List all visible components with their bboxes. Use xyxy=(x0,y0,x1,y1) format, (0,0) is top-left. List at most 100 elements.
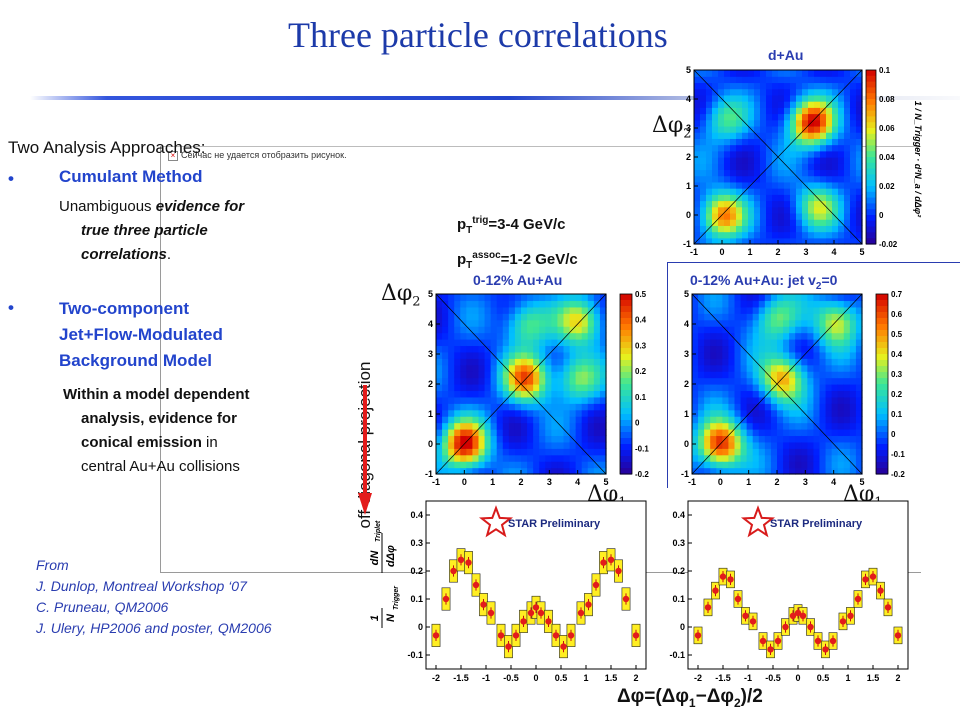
heatmap-cell xyxy=(484,435,492,443)
heatmap-cell xyxy=(844,150,851,158)
heatmap-cell xyxy=(789,339,796,347)
heatmap-cell xyxy=(724,88,731,96)
heatmap-cell xyxy=(557,306,565,314)
heatmap-cell xyxy=(784,82,791,90)
heatmap-cell xyxy=(563,358,571,366)
heatmap-cell xyxy=(813,319,821,327)
data-point xyxy=(877,587,884,594)
heatmap-cell xyxy=(831,429,839,437)
heatmap-cell xyxy=(551,377,559,385)
heatmap-cell xyxy=(484,422,492,430)
heatmap-cell xyxy=(545,377,552,385)
heatmap-cell xyxy=(460,358,467,366)
heatmap-cell xyxy=(814,206,821,214)
heatmap-cell xyxy=(819,377,827,385)
y-tick-label: 4 xyxy=(684,319,689,329)
data-point xyxy=(432,632,440,639)
heatmap-cell xyxy=(801,396,808,404)
heatmap-cell xyxy=(710,306,717,314)
heatmap-cell xyxy=(442,448,449,456)
heatmap-cell xyxy=(856,70,863,77)
heatmap-cell xyxy=(740,390,748,398)
heatmap-cell xyxy=(730,138,737,146)
heatmap-cell xyxy=(557,364,565,372)
heatmap-cell xyxy=(770,364,778,372)
heatmap-cell xyxy=(724,125,731,133)
heatmap-cell xyxy=(736,94,743,102)
heatmap-cell xyxy=(844,88,851,96)
heatmap-cell xyxy=(832,82,839,90)
heatmap-cell xyxy=(740,326,748,334)
heatmap-cell xyxy=(819,390,827,398)
heatmap-cell xyxy=(694,113,701,121)
heatmap-cell xyxy=(706,150,713,158)
heatmap-cell xyxy=(692,326,699,334)
heatmap-cell xyxy=(722,467,730,475)
heatmap-cell xyxy=(599,422,607,430)
heatmap-cell xyxy=(706,113,713,121)
heatmap-cell xyxy=(837,384,845,392)
heatmap-cell xyxy=(734,409,742,417)
heatmap-cell xyxy=(698,345,705,353)
dphi2-sub: 2 xyxy=(683,126,692,142)
heatmap-cell xyxy=(718,225,725,233)
heatmap-cell xyxy=(808,119,815,127)
heatmap-cell xyxy=(801,422,808,430)
two-component-desc2: analysis, evidence for xyxy=(81,410,237,427)
heatmap-cell xyxy=(460,467,467,475)
heatmap-cell xyxy=(587,384,595,392)
x-tick-label: 3 xyxy=(803,247,808,257)
heatmap-cell xyxy=(746,294,754,302)
heatmap-cell xyxy=(728,435,736,443)
heatmap-cell xyxy=(850,175,857,183)
heatmap-cell xyxy=(722,294,730,302)
heatmap-cell xyxy=(700,101,707,108)
heatmap-cell xyxy=(831,319,839,327)
heatmap-cell xyxy=(777,377,784,385)
heatmap-cell xyxy=(820,132,827,139)
colorbar-segment xyxy=(620,414,632,421)
heatmap-cell xyxy=(856,138,863,146)
heatmap-cell xyxy=(508,403,516,411)
heatmap-cell xyxy=(772,138,779,146)
heatmap-cell xyxy=(575,467,583,475)
heatmap-cell xyxy=(820,107,827,115)
heatmap-cell xyxy=(448,358,455,366)
heatmap-cell xyxy=(460,396,467,404)
heatmap-cell xyxy=(754,157,761,164)
heatmap-cell xyxy=(722,358,730,366)
heatmap-cell xyxy=(545,422,552,430)
heatmap-cell xyxy=(808,175,815,183)
data-point xyxy=(854,595,862,603)
heatmap-cell xyxy=(832,169,839,177)
heatmap-cell xyxy=(796,113,803,121)
two-component-line2: Jet+Flow-Modulated xyxy=(59,325,223,344)
heatmap-cell xyxy=(712,144,719,152)
heatmap-cell xyxy=(790,76,797,84)
heatmap-cell xyxy=(563,422,571,430)
heatmap-cell xyxy=(460,371,467,379)
heatmap-cell xyxy=(712,169,719,177)
heatmap-cell xyxy=(748,175,755,183)
heatmap-cell xyxy=(850,219,857,226)
heatmap-cell xyxy=(539,332,546,340)
heatmap-cell xyxy=(557,345,565,353)
heatmap-cell xyxy=(772,194,779,202)
colorbar-segment xyxy=(876,402,888,409)
heatmap-cell xyxy=(496,441,504,449)
heatmap-cell xyxy=(694,237,701,245)
heatmap-cell xyxy=(716,416,723,424)
heatmap-cell xyxy=(502,326,510,334)
heatmap-cell xyxy=(496,332,504,340)
heatmap-cell xyxy=(752,461,760,469)
heatmap-cell xyxy=(758,332,766,340)
heatmap-cell xyxy=(831,467,839,475)
colorbar-segment xyxy=(620,438,632,445)
colorbar-segment xyxy=(876,462,888,469)
heatmap-cell xyxy=(514,441,522,449)
heatmap-cell xyxy=(814,132,821,139)
heatmap-cell xyxy=(855,319,863,327)
heatmap-cell xyxy=(784,194,791,202)
heatmap-cell xyxy=(557,300,565,308)
heatmap-cell xyxy=(760,169,767,177)
